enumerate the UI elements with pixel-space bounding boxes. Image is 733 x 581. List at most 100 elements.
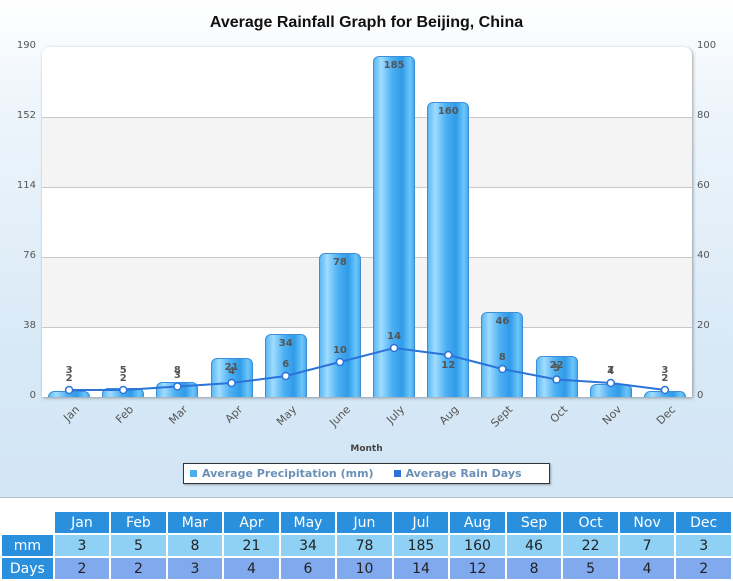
table-cell: 8 bbox=[167, 535, 223, 556]
table-month-header: Apr bbox=[224, 512, 279, 533]
bar-value-label: 3 bbox=[661, 365, 669, 376]
y-tick-right: 80 bbox=[697, 110, 710, 121]
y-tick-left: 114 bbox=[16, 180, 36, 191]
table-cell: 14 bbox=[393, 558, 449, 579]
line-value-label: 2 bbox=[65, 373, 73, 384]
line-point-marker[interactable] bbox=[335, 357, 345, 367]
y-tick-right: 0 bbox=[697, 390, 704, 401]
line-point-marker[interactable] bbox=[552, 375, 561, 384]
line-value-label: 4 bbox=[228, 366, 236, 377]
table-cell: 3 bbox=[676, 535, 731, 556]
line-point-marker[interactable] bbox=[119, 385, 128, 395]
table-cell: 4 bbox=[224, 558, 279, 579]
line-point-marker[interactable] bbox=[64, 385, 74, 395]
y-tick-right: 20 bbox=[697, 320, 710, 331]
line-value-label: 8 bbox=[498, 352, 506, 363]
table-month-header: Mar bbox=[167, 512, 223, 533]
table-month-header: Nov bbox=[619, 512, 675, 533]
bar-value-label: 22 bbox=[549, 360, 564, 372]
line-point-marker[interactable] bbox=[227, 378, 236, 388]
grid-band bbox=[42, 257, 692, 327]
bar-july[interactable] bbox=[373, 56, 416, 397]
table-cell: 22 bbox=[563, 535, 618, 556]
table-month-header: Aug bbox=[450, 512, 505, 533]
line-point-marker[interactable] bbox=[660, 385, 670, 395]
bar-value-label: 7 bbox=[607, 365, 615, 376]
bar-value-label: 160 bbox=[437, 106, 459, 118]
table-cell: 46 bbox=[506, 535, 562, 556]
table-month-header: Jan bbox=[54, 512, 110, 533]
table-row: Days 2 2 3 4 6 10 14 12 8 5 4 2 bbox=[2, 558, 731, 579]
table-cell: 4 bbox=[619, 558, 675, 579]
legend-item-rain-days[interactable]: Average Rain Days bbox=[393, 467, 522, 480]
table-cell: 78 bbox=[337, 535, 392, 556]
line-value-label: 5 bbox=[553, 362, 561, 374]
legend-item-precipitation[interactable]: Average Precipitation (mm) bbox=[190, 467, 374, 480]
bar-may[interactable] bbox=[264, 334, 307, 397]
table-cell: 160 bbox=[450, 535, 505, 556]
table-cell: 2 bbox=[54, 558, 110, 579]
y-tick-left: 190 bbox=[16, 40, 36, 51]
table-row-header: Days bbox=[2, 558, 53, 579]
chart-title: Average Rainfall Graph for Beijing, Chin… bbox=[209, 14, 524, 31]
table-cell: 34 bbox=[280, 535, 336, 556]
rain-days-line bbox=[64, 343, 670, 395]
table-month-header: May bbox=[280, 512, 336, 533]
line-value-label: 3 bbox=[173, 369, 181, 381]
line-point-marker[interactable] bbox=[444, 350, 453, 360]
chart-area: Average Rainfall Graph for Beijing, Chin… bbox=[0, 0, 733, 498]
line-value-label: 2 bbox=[119, 373, 127, 384]
legend-label: Average Precipitation (mm) bbox=[202, 467, 374, 480]
table-body: mm 3 5 8 21 34 78 185 160 46 22 7 3 Days 2 2 3 4 6 10 14 12 8 5… bbox=[2, 535, 731, 579]
precipitation-swatch-icon bbox=[190, 470, 197, 477]
line-value-label: 6 bbox=[282, 359, 290, 370]
table-cell: 10 bbox=[337, 558, 392, 579]
table-month-header: Jun bbox=[337, 512, 392, 533]
table-month-header: Dec bbox=[676, 512, 731, 533]
table-cell: 8 bbox=[506, 558, 562, 579]
bar-value-label: 8 bbox=[173, 365, 181, 376]
line-point-marker[interactable] bbox=[281, 371, 290, 381]
line-value-label: 4 bbox=[607, 366, 615, 377]
line-value-label: 10 bbox=[332, 345, 347, 356]
bar-value-label: 46 bbox=[495, 316, 510, 328]
table-cell: 2 bbox=[676, 558, 731, 579]
y-tick-left: 38 bbox=[23, 320, 36, 331]
y-tick-left: 152 bbox=[16, 110, 36, 121]
bar-june[interactable] bbox=[318, 253, 361, 397]
table-cell: 6 bbox=[280, 558, 336, 579]
bar-aug[interactable] bbox=[427, 102, 470, 397]
rain-days-swatch-icon bbox=[393, 470, 401, 477]
y-tick-right: 60 bbox=[697, 180, 710, 191]
bar-value-label: 21 bbox=[224, 362, 239, 374]
table-cell: 12 bbox=[450, 558, 505, 579]
gridline bbox=[42, 327, 692, 328]
table-cell: 2 bbox=[111, 558, 166, 579]
table-cell: 7 bbox=[619, 535, 675, 556]
x-axis-title: Month bbox=[350, 444, 383, 454]
legend[interactable]: Average Precipitation (mm) Average Rain … bbox=[183, 463, 550, 484]
line-point-marker[interactable] bbox=[389, 343, 399, 353]
line-point-marker[interactable] bbox=[173, 382, 182, 391]
table-month-header: Feb bbox=[111, 512, 166, 533]
y-tick-left: 0 bbox=[29, 390, 36, 401]
table-row-header: mm bbox=[2, 535, 53, 556]
table-row: mm 3 5 8 21 34 78 185 160 46 22 7 3 bbox=[2, 535, 731, 556]
gridline bbox=[42, 257, 692, 258]
bar-apr[interactable] bbox=[210, 358, 253, 397]
bar-sept[interactable] bbox=[481, 312, 524, 397]
bar-value-label: 3 bbox=[65, 365, 73, 376]
bar-value-label: 78 bbox=[332, 257, 347, 269]
line-value-label: 14 bbox=[387, 331, 402, 342]
table-cell: 21 bbox=[224, 535, 279, 556]
table-cell: 5 bbox=[111, 535, 166, 556]
line-point-marker[interactable] bbox=[498, 364, 507, 374]
line-point-marker[interactable] bbox=[606, 378, 615, 388]
y-tick-right: 40 bbox=[697, 250, 710, 261]
table-cell: 185 bbox=[393, 535, 449, 556]
bar-value-label: 5 bbox=[119, 365, 127, 376]
line-value-label: 12 bbox=[441, 360, 456, 371]
table-cell: 3 bbox=[54, 535, 110, 556]
gridline bbox=[42, 187, 692, 188]
bar-value-label: 34 bbox=[278, 338, 293, 350]
